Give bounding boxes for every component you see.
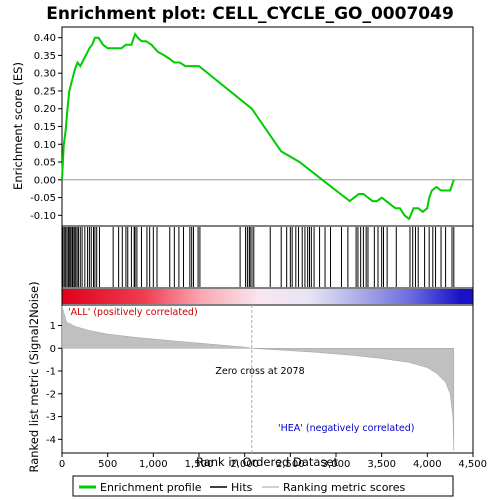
es-y-tick-label: 0.40 [34, 33, 56, 44]
es-y-tick-label: 0.10 [34, 140, 56, 151]
hits-frame [61, 225, 474, 289]
es-y-tick-label: 0.05 [34, 158, 56, 169]
x-tick-label: 0 [59, 459, 65, 470]
es-y-tick-label: 0.15 [34, 122, 56, 133]
legend-box [72, 475, 454, 497]
es-y-tick-label: 0.20 [34, 104, 56, 115]
x-tick-label: 3,500 [367, 459, 396, 470]
es-y-tick-label: 0.00 [34, 175, 56, 186]
chart-title: Enrichment plot: CELL_CYCLE_GO_0007049 [46, 4, 454, 24]
legend: Enrichment profile Hits Ranking metric s… [72, 475, 454, 497]
metric-y-tick-label: -2 [46, 389, 56, 400]
metric-y-axis: 1 0 -1 -2 -3 -4 [46, 321, 62, 446]
color-bar [61, 287, 474, 306]
metric-y-axis-label: Ranked list metric (Signal2Noise) [27, 281, 41, 472]
es-y-axis-label: Enrichment score (ES) [11, 62, 25, 190]
x-tick-label: 4,500 [458, 459, 487, 470]
legend-metric-label: Ranking metric scores [283, 481, 405, 494]
hit-marks [62, 227, 455, 287]
x-tick-label: 3,000 [322, 459, 351, 470]
es-y-tick-label: 0.25 [34, 86, 56, 97]
x-axis: 0 500 1,000 1,500 2,000 2,500 3,000 3,500 4,000 4… [59, 453, 487, 470]
negative-label: 'HEA' (negatively correlated) [278, 423, 415, 434]
es-profile-line [61, 31, 455, 221]
metric-panel: 1 0 -1 -2 -3 -4 'ALL' (positively correlated)… [46, 304, 474, 454]
positive-label: 'ALL' (positively correlated) [68, 307, 198, 318]
es-panel: -0.10 -0.05 0.00 0.05 0.10 0.15 0.20 0.25 0.30 0.… [30, 26, 474, 227]
metric-y-tick-label: -1 [46, 367, 56, 378]
zero-cross-label: Zero cross at 2078 [215, 366, 304, 377]
hits-panel [61, 225, 474, 289]
legend-hits-label: Hits [231, 481, 253, 494]
x-tick-label: 2,500 [276, 459, 305, 470]
es-y-tick-label: -0.10 [30, 211, 56, 222]
rank-color-bar [62, 289, 473, 304]
x-tick-label: 2,000 [230, 459, 259, 470]
x-tick-label: 1,500 [185, 459, 214, 470]
metric-y-tick-label: 1 [50, 321, 56, 332]
ranking-metric-area [61, 306, 455, 451]
legend-es-label: Enrichment profile [100, 481, 202, 494]
metric-y-tick-label: -3 [46, 412, 56, 423]
es-y-axis: -0.10 -0.05 0.00 0.05 0.10 0.15 0.20 0.25 0.30 0.… [30, 33, 62, 222]
x-tick-label: 500 [98, 459, 117, 470]
metric-y-tick-label: -4 [46, 435, 56, 446]
metric-plot-frame [61, 304, 474, 454]
es-y-tick-label: 0.35 [34, 51, 56, 62]
x-tick-label: 1,000 [139, 459, 168, 470]
es-plot-frame [61, 26, 474, 227]
es-y-tick-label: -0.05 [30, 193, 56, 204]
x-axis-label: Rank in Ordered Dataset [196, 455, 339, 469]
x-tick-label: 4,000 [413, 459, 442, 470]
metric-y-tick-label: 0 [50, 344, 56, 355]
es-y-tick-label: 0.30 [34, 69, 56, 80]
